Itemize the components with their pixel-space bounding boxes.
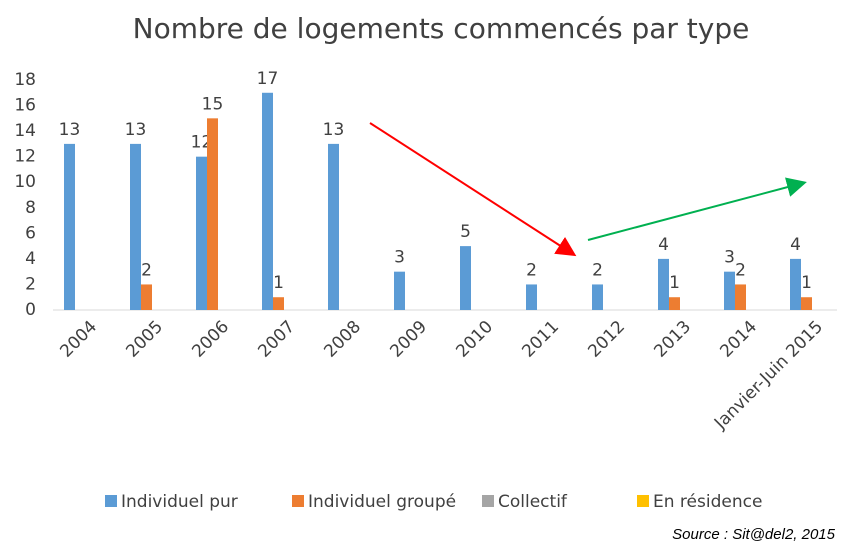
bar bbox=[592, 284, 603, 310]
bar bbox=[735, 284, 746, 310]
legend-swatch bbox=[482, 495, 494, 507]
bar bbox=[273, 297, 284, 310]
bar bbox=[141, 284, 152, 310]
y-tick-label: 18 bbox=[14, 70, 36, 90]
x-tick-label: 2006 bbox=[188, 317, 233, 362]
value-label: 13 bbox=[323, 120, 345, 140]
x-tick-label: 2014 bbox=[716, 317, 761, 362]
x-tick-label: 2010 bbox=[452, 317, 497, 362]
value-label: 2 bbox=[735, 260, 746, 280]
bar bbox=[724, 271, 735, 310]
y-tick-label: 0 bbox=[25, 300, 36, 320]
legend-swatch bbox=[105, 495, 117, 507]
y-tick-label: 2 bbox=[25, 274, 36, 294]
value-label: 2 bbox=[592, 260, 603, 280]
chart-title: Nombre de logements commencés par type bbox=[133, 12, 750, 45]
x-tick-label: 2004 bbox=[56, 317, 101, 362]
x-tick-label: 2009 bbox=[386, 317, 431, 362]
bar bbox=[328, 143, 339, 310]
bar bbox=[801, 297, 812, 310]
bar bbox=[658, 258, 669, 310]
value-label: 4 bbox=[790, 235, 801, 255]
y-tick-label: 4 bbox=[25, 249, 36, 269]
x-tick-label: 2005 bbox=[122, 317, 167, 362]
x-tick-label: 2008 bbox=[320, 317, 365, 362]
trend-arrow bbox=[369, 122, 577, 257]
y-tick-label: 14 bbox=[14, 121, 36, 141]
bar bbox=[262, 92, 273, 311]
y-tick-label: 10 bbox=[14, 172, 36, 192]
legend-swatch bbox=[292, 495, 304, 507]
trend-arrow bbox=[587, 177, 807, 241]
legend-label: Collectif bbox=[498, 492, 568, 512]
bar bbox=[196, 156, 207, 310]
legend-swatch bbox=[637, 495, 649, 507]
x-tick-label: 2011 bbox=[518, 317, 563, 362]
legend-label: Individuel groupé bbox=[308, 492, 456, 512]
source: Source : Sit@del2, 2015 bbox=[672, 526, 835, 543]
value-label: 3 bbox=[394, 248, 405, 268]
x-tick-label: 2012 bbox=[584, 317, 629, 362]
bar bbox=[460, 246, 471, 310]
bar bbox=[130, 143, 141, 310]
x-tick-label: Janvier-Juin 2015 bbox=[710, 317, 827, 434]
value-label: 13 bbox=[125, 120, 147, 140]
value-label: 4 bbox=[658, 235, 669, 255]
value-label: 17 bbox=[257, 69, 279, 89]
value-label: 2 bbox=[526, 260, 537, 280]
value-label: 12 bbox=[191, 133, 213, 153]
value-label: 2 bbox=[141, 260, 152, 280]
bar bbox=[64, 143, 75, 310]
value-label: 3 bbox=[724, 248, 735, 268]
y-tick-label: 6 bbox=[25, 223, 36, 243]
y-tick-label: 8 bbox=[25, 198, 36, 218]
legend-label: En résidence bbox=[653, 492, 762, 512]
legend-label: Individuel pur bbox=[121, 492, 238, 512]
bar bbox=[394, 271, 405, 310]
value-label: 1 bbox=[273, 273, 284, 293]
value-label: 15 bbox=[202, 94, 224, 114]
bar bbox=[669, 297, 680, 310]
value-label: 1 bbox=[801, 273, 812, 293]
bar bbox=[207, 118, 218, 310]
bar bbox=[790, 258, 801, 310]
value-label: 13 bbox=[59, 120, 81, 140]
x-tick-label: 2013 bbox=[650, 317, 695, 362]
x-tick-label: 2007 bbox=[254, 317, 299, 362]
bar bbox=[526, 284, 537, 310]
y-tick-label: 12 bbox=[14, 147, 36, 167]
y-tick-label: 16 bbox=[14, 96, 36, 116]
value-label: 5 bbox=[460, 222, 471, 242]
value-label: 1 bbox=[669, 273, 680, 293]
